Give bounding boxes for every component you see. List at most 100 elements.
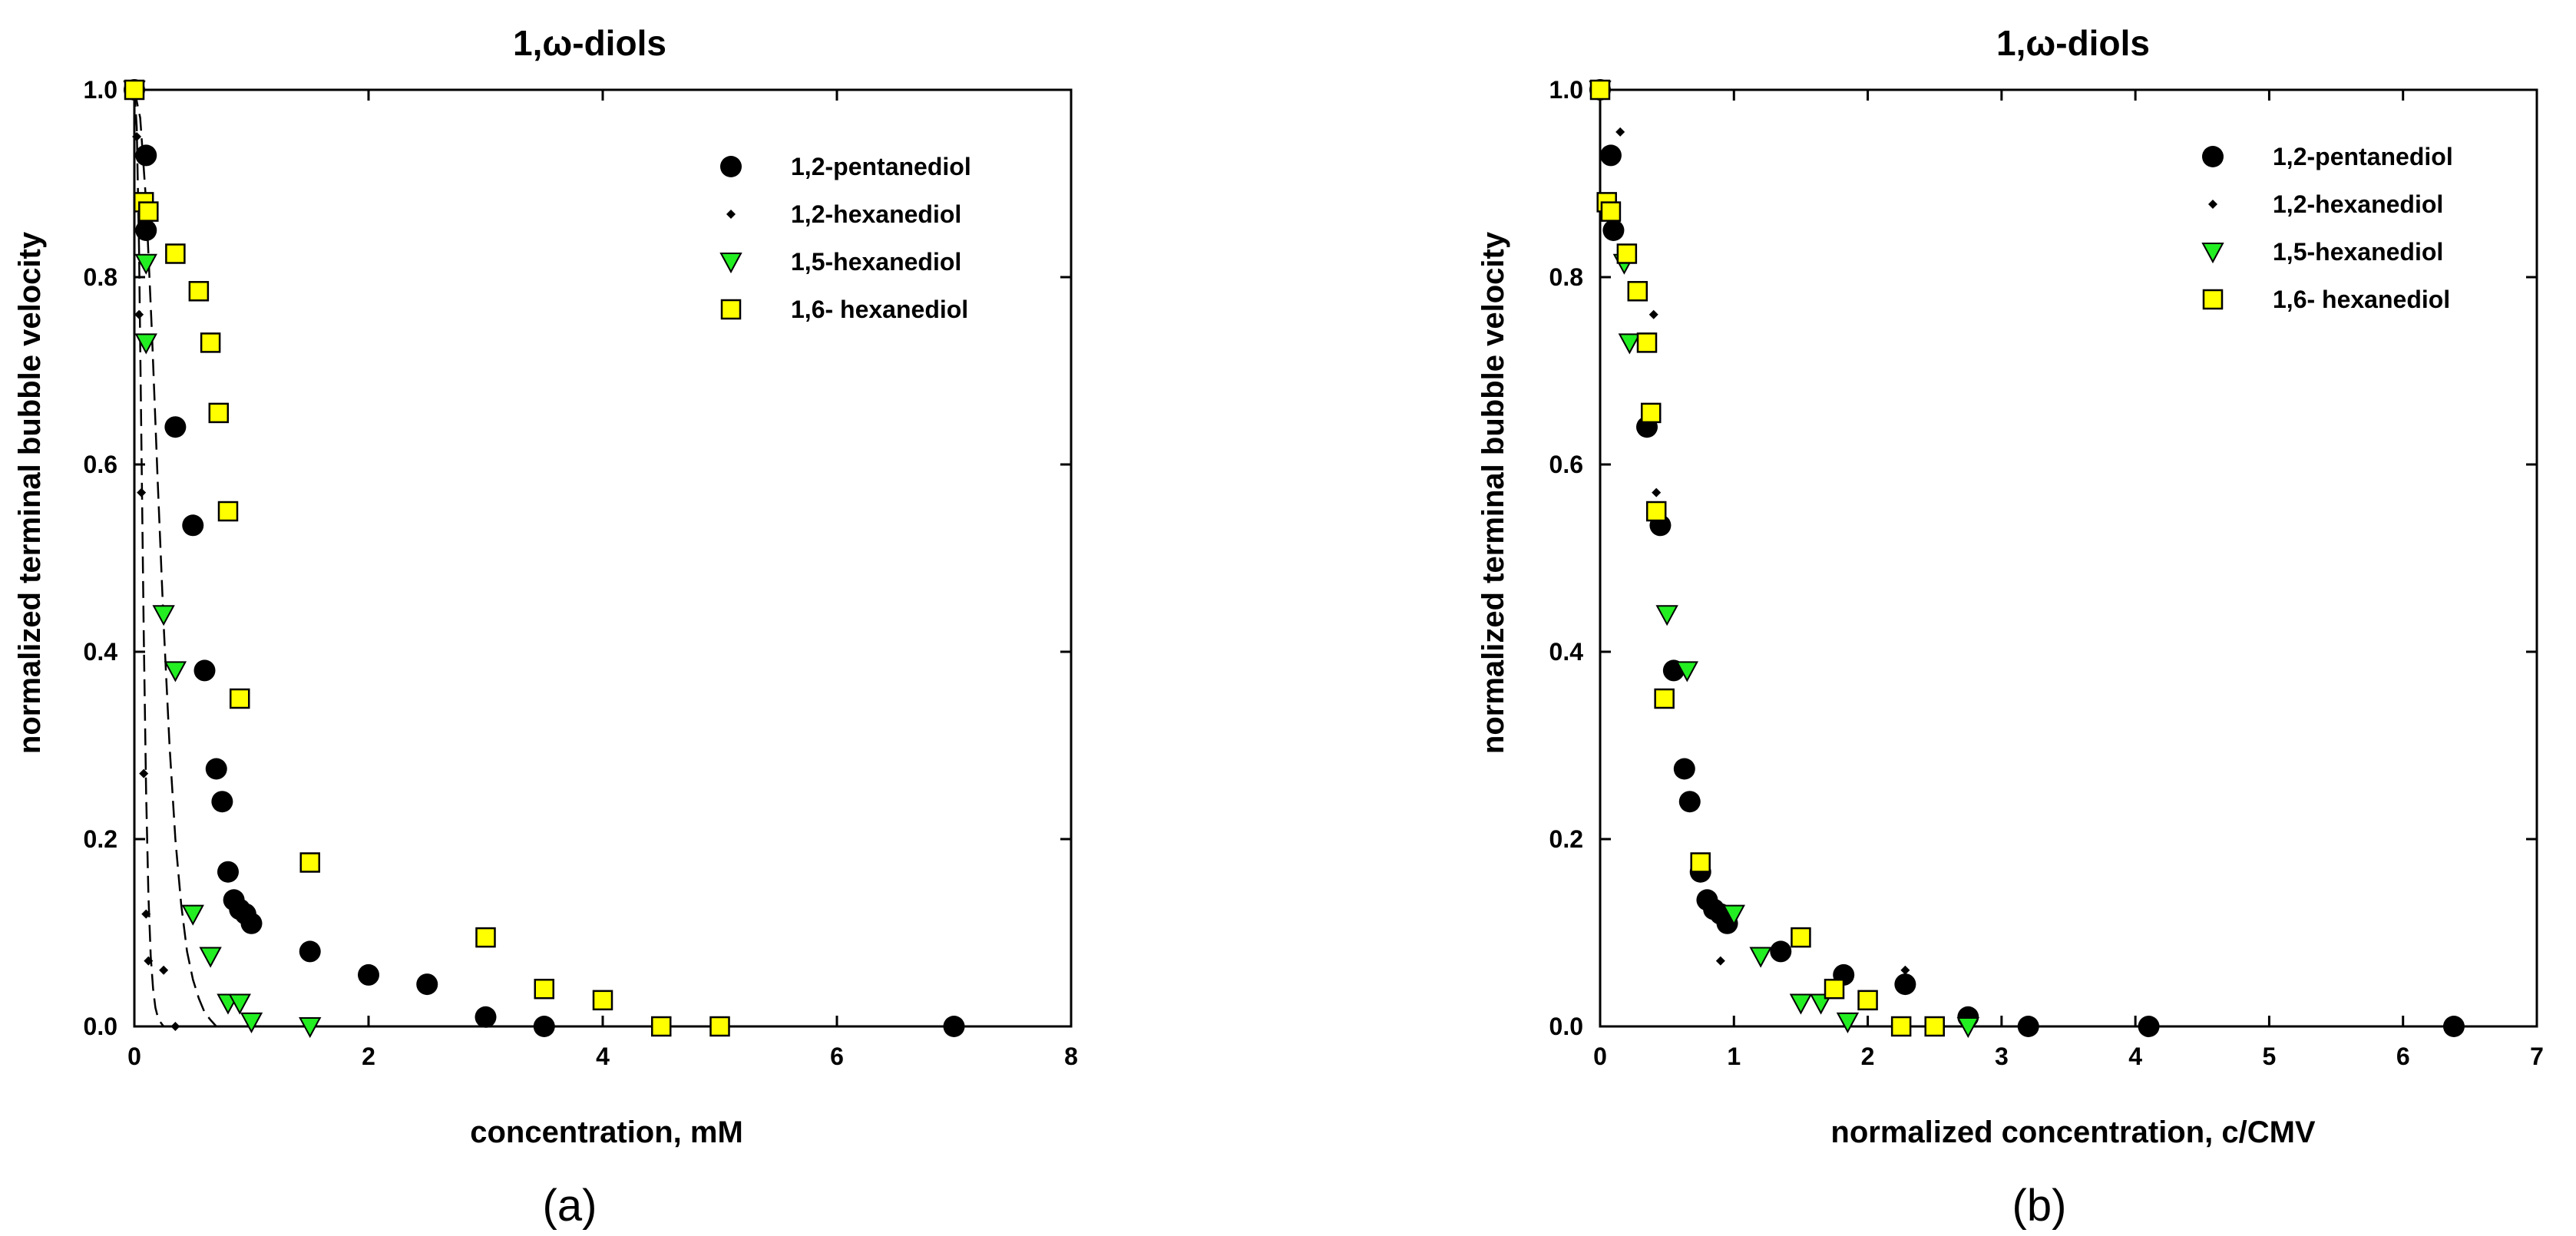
chart-a-point-square [124, 79, 145, 101]
chart-a-point-square [592, 990, 613, 1011]
chart-b-series-square [1589, 79, 1945, 1037]
chart-a-ytick-label: 0.2 [84, 825, 117, 853]
chart-a-point-circle [217, 861, 239, 883]
chart-a-point-square [230, 688, 250, 709]
chart-a-point-square [165, 243, 186, 264]
chart-b-title: 1,ω-diols [1996, 23, 2150, 63]
chart-b-series-triangle [1589, 81, 1979, 1039]
chart-a-point-square [299, 852, 320, 873]
chart-a-point-triangle [181, 904, 204, 926]
chart-b-legend-label: 1,2-pentanediol [2273, 143, 2453, 170]
chart-b-legend-marker-diamond [2208, 200, 2217, 209]
chart-a-point-square [709, 1016, 730, 1037]
chart-b-point-circle [2442, 1016, 2465, 1037]
chart-a-point-square [200, 332, 221, 353]
chart-a-point-diamond [139, 768, 149, 778]
chart-a-legend-marker-square [720, 299, 742, 320]
chart-a-panel-label: (a) [543, 1181, 597, 1231]
chart-a-point-circle [182, 514, 204, 537]
chart-a-title: 1,ω-diols [513, 23, 666, 63]
chart-a-point-circle [211, 791, 233, 813]
chart-a-point-circle [475, 1006, 497, 1028]
chart-a-point-square [534, 978, 554, 1000]
chart-b-point-triangle [1675, 661, 1698, 682]
chart-b-point-square [1616, 243, 1638, 264]
chart-b-ytick-label: 0.8 [1549, 263, 1583, 291]
chart-b-point-square [1627, 281, 1648, 302]
chart-b-series-diamond [1596, 85, 1910, 975]
chart-a-point-square [138, 201, 159, 222]
chart-b-xtick-label: 5 [2263, 1043, 2277, 1070]
chart-b-xtick-label: 6 [2396, 1043, 2410, 1070]
chart-a-xtick-label: 2 [362, 1043, 375, 1070]
chart-a-point-square [475, 927, 496, 948]
chart-b-point-circle [1678, 791, 1701, 813]
chart-a-xtick-label: 0 [127, 1043, 141, 1070]
chart-b-point-triangle [1809, 993, 1833, 1015]
chart-b-ytick-label: 0.6 [1549, 451, 1583, 478]
chart-b-xtick-label: 2 [1861, 1043, 1875, 1070]
chart-b-point-diamond [1715, 956, 1725, 966]
chart-a-point-triangle [299, 1017, 322, 1039]
chart-a-xtick-label: 4 [596, 1043, 610, 1070]
chart-a-point-square [208, 402, 230, 424]
chart-a-ylabel: normalized terminal bubble velocity [13, 231, 47, 754]
chart-b-series-circle [1589, 79, 2465, 1037]
chart-b-point-diamond [1615, 127, 1625, 137]
chart-b-point-triangle [1789, 993, 1813, 1015]
chart-a-ytick-label: 0.4 [84, 638, 118, 666]
chart-a-legend-marker-diamond [726, 210, 736, 219]
chart-b-ylabel: normalized terminal bubble velocity [1476, 231, 1510, 754]
chart-a-point-circle [943, 1016, 965, 1037]
chart-b-point-square [1791, 927, 1811, 948]
chart-a-point-triangle [152, 605, 175, 626]
chart-b-xtick-label: 7 [2530, 1043, 2544, 1070]
chart-a-legend: 1,2-pentanediol 1,2-hexanediol 1,5-hexaned… [719, 153, 971, 323]
chart-a-xtick-label: 8 [1064, 1043, 1078, 1070]
chart-b-ytick-label: 0.4 [1549, 638, 1584, 666]
chart-a-point-square [188, 281, 210, 302]
chart-a-point-circle [416, 973, 438, 996]
chart-b-point-triangle [1655, 605, 1678, 626]
chart-a-fit-curve-0 [133, 89, 165, 1027]
chart-b-point-diamond [1648, 309, 1658, 319]
chart-b-point-square [1645, 501, 1667, 522]
chart-b-legend-label: 1,6- hexanediol [2273, 286, 2450, 313]
chart-b-legend-marker-circle [2202, 146, 2224, 167]
chart-b-ytick-label: 1.0 [1549, 76, 1583, 104]
chart-a-point-diamond [134, 309, 144, 319]
chart-b-point-square [1636, 332, 1658, 353]
chart-b-point-triangle [1618, 333, 1642, 355]
chart-a-fit-curve-1 [133, 89, 217, 1027]
chart-a-ytick-label: 0.0 [84, 1013, 117, 1040]
chart-a-point-circle [135, 220, 157, 241]
chart-a-point-triangle [228, 993, 251, 1015]
chart-a-point-circle [533, 1016, 555, 1037]
chart-a-point-triangle [199, 947, 222, 968]
chart-b-point-circle [2138, 1016, 2160, 1037]
chart-b-ytick-label: 0.0 [1549, 1013, 1583, 1040]
chart-a-point-triangle [164, 661, 187, 682]
chart-a-ytick-label: 0.8 [84, 263, 117, 291]
chart-b-point-circle [1894, 973, 1916, 996]
chart-b-xtick-label: 4 [2128, 1043, 2142, 1070]
chart-b-legend-marker-square [2202, 289, 2224, 310]
chart-a-point-square [651, 1016, 672, 1037]
chart-a-point-circle [299, 940, 321, 963]
chart-a-legend-label: 1,2-pentanediol [791, 153, 971, 180]
chart-b-point-square [1589, 79, 1611, 101]
chart-a-legend-label: 1,2-hexanediol [791, 200, 961, 228]
chart-a-point-triangle [134, 333, 157, 355]
chart-b-xtick-label: 0 [1593, 1043, 1607, 1070]
chart-b-point-diamond [1900, 965, 1910, 975]
chart-b-point-square [1654, 688, 1675, 709]
chart-b-point-square [1690, 852, 1711, 873]
chart-a-point-circle [358, 963, 379, 986]
chart-a-legend-marker-circle [720, 156, 742, 177]
chart-b-point-diamond [1652, 487, 1662, 497]
chart-b-point-square [1640, 402, 1662, 424]
chart-b-legend-label: 1,2-hexanediol [2273, 190, 2443, 218]
chart-b-legend-marker-triangle [2201, 243, 2224, 264]
chart-a-point-square [217, 501, 239, 522]
chart-b-point-circle [1770, 940, 1792, 963]
